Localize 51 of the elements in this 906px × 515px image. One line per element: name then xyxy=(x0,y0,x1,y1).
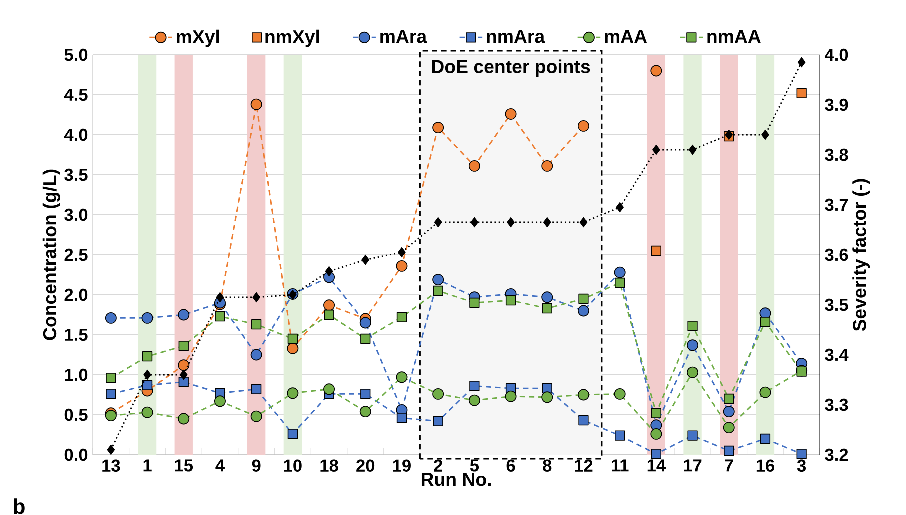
x-tick-label: 18 xyxy=(320,460,338,472)
x-tick-label: 14 xyxy=(648,460,666,472)
x-tick-label: 19 xyxy=(393,460,411,472)
x-tick-label: 13 xyxy=(102,460,120,472)
legend-label: mAra xyxy=(380,30,428,44)
y2-tick-label: 3.7 xyxy=(825,198,848,212)
y2-tick-label: 4.0 xyxy=(824,48,848,62)
x-tick-label: 16 xyxy=(756,460,774,472)
y2-tick-label: 3.3 xyxy=(825,398,848,412)
x-tick-label: 15 xyxy=(175,460,194,472)
y2-tick-label: 3.2 xyxy=(825,448,848,462)
x-tick-label: 17 xyxy=(684,460,702,472)
x-tick-label: 1 xyxy=(144,460,152,472)
y-tick-label: 1.5 xyxy=(65,328,88,342)
y-tick-label: 0.5 xyxy=(64,408,88,422)
y-tick-label: 1.0 xyxy=(65,368,88,382)
y2-tick-label: 3.9 xyxy=(825,98,848,112)
x-tick-label: 7 xyxy=(725,460,734,472)
x-tick-label: 4 xyxy=(216,460,225,472)
legend-label: nmAA xyxy=(708,30,761,44)
y2-tick-label: 3.8 xyxy=(825,148,848,162)
band-label: DoE center points xyxy=(432,60,590,78)
y-axis-title: Concentration (g/L) xyxy=(42,170,60,340)
x-tick-label: 9 xyxy=(252,460,261,472)
y-tick-label: 5.0 xyxy=(64,48,88,62)
x-tick-label: 2 xyxy=(434,460,442,472)
y-tick-label: 2.5 xyxy=(64,248,88,262)
x-tick-label: 11 xyxy=(612,460,629,472)
y-tick-label: 3.5 xyxy=(64,168,88,182)
x-tick-label: 10 xyxy=(284,460,302,472)
legend-label: mXyl xyxy=(177,30,220,48)
legend-label: mAA xyxy=(605,30,648,44)
y2-axis-title: Severity factor (-) xyxy=(852,179,870,332)
y-tick-label: 3.0 xyxy=(64,208,88,222)
x-tick-label: 5 xyxy=(470,460,480,472)
y2-tick-label: 3.5 xyxy=(825,298,848,312)
x-tick-label: 3 xyxy=(797,460,806,472)
legend-label: nmAra xyxy=(487,30,546,44)
y-tick-label: 0.0 xyxy=(64,448,88,462)
y-tick-label: 4.0 xyxy=(64,128,88,142)
y-tick-label: 4.5 xyxy=(64,88,88,102)
y2-tick-label: 3.6 xyxy=(825,248,848,262)
legend-label: nmXyl xyxy=(266,30,320,48)
y2-tick-label: 3.4 xyxy=(825,348,849,362)
x-tick-label: 6 xyxy=(506,460,516,472)
x-axis-title: Run No. xyxy=(422,473,491,486)
text: b xyxy=(14,498,25,514)
y-tick-label: 2.0 xyxy=(64,288,88,302)
x-tick-label: 8 xyxy=(543,460,552,472)
x-tick-label: 20 xyxy=(356,460,375,472)
x-tick-label: 12 xyxy=(575,460,593,472)
